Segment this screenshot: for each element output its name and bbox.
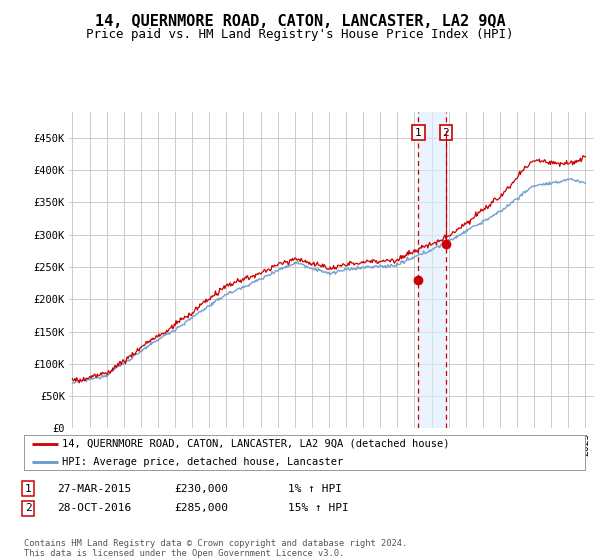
Text: 1: 1 — [415, 128, 422, 138]
Text: 2: 2 — [442, 128, 449, 138]
Text: 27-MAR-2015: 27-MAR-2015 — [57, 484, 131, 494]
Text: Price paid vs. HM Land Registry's House Price Index (HPI): Price paid vs. HM Land Registry's House … — [86, 28, 514, 41]
Text: £285,000: £285,000 — [174, 503, 228, 514]
Text: 14, QUERNMORE ROAD, CATON, LANCASTER, LA2 9QA (detached house): 14, QUERNMORE ROAD, CATON, LANCASTER, LA… — [62, 439, 449, 449]
Text: Contains HM Land Registry data © Crown copyright and database right 2024.
This d: Contains HM Land Registry data © Crown c… — [24, 539, 407, 558]
Text: 14, QUERNMORE ROAD, CATON, LANCASTER, LA2 9QA: 14, QUERNMORE ROAD, CATON, LANCASTER, LA… — [95, 14, 505, 29]
Text: 2: 2 — [25, 503, 32, 514]
Bar — [418, 112, 446, 428]
Text: 28-OCT-2016: 28-OCT-2016 — [57, 503, 131, 514]
Text: 1% ↑ HPI: 1% ↑ HPI — [288, 484, 342, 494]
Text: HPI: Average price, detached house, Lancaster: HPI: Average price, detached house, Lanc… — [62, 456, 343, 466]
Text: 15% ↑ HPI: 15% ↑ HPI — [288, 503, 349, 514]
Text: 1: 1 — [25, 484, 32, 494]
Text: £230,000: £230,000 — [174, 484, 228, 494]
